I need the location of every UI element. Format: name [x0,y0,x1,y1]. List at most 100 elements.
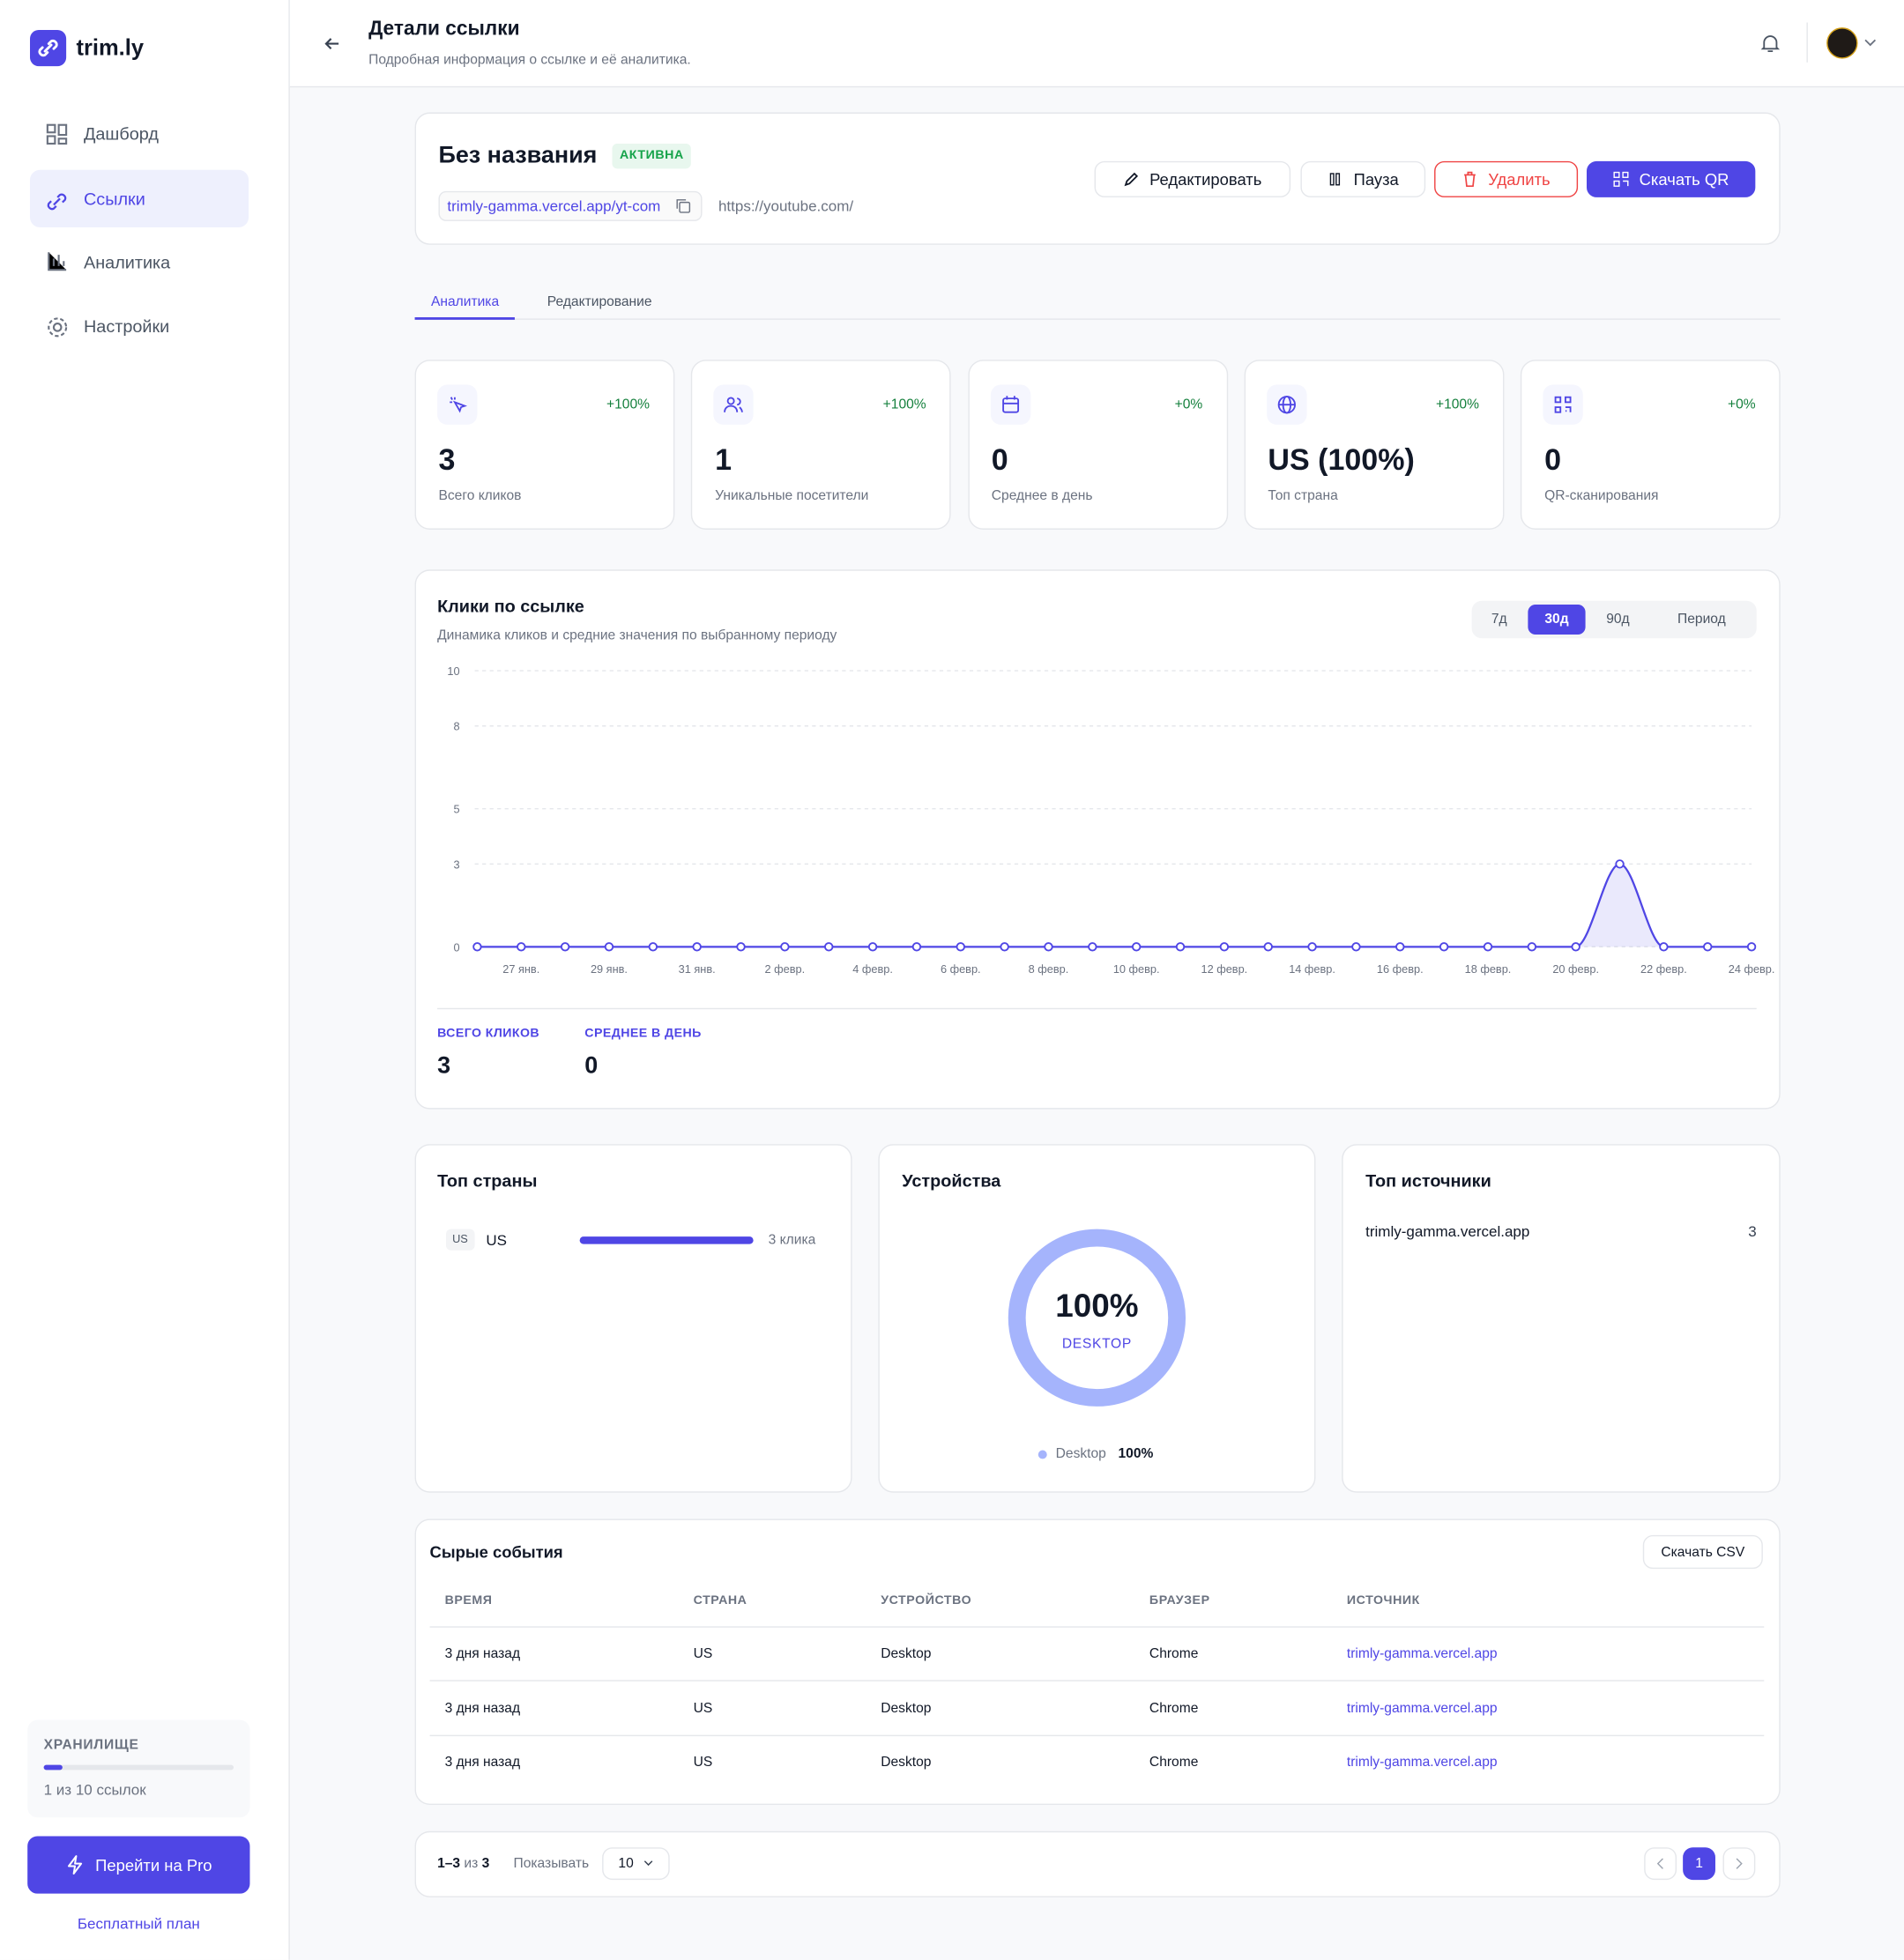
span: Скачать CSV [1661,1544,1745,1560]
path [1124,172,1139,187]
path [1566,406,1572,412]
tab[interactable]: Редактирование [547,294,652,310]
summary-value: 3 [437,1052,451,1080]
path [1623,180,1629,187]
short-url: trimly-gamma.vercel.app/yt-com [447,197,661,215]
chart: 0 3 5 8 10 27 янв. 29 янв. 31 янв. 2 февр. 4 февр… [447,664,1774,976]
nav-active [30,169,249,227]
icon [1554,396,1572,413]
nav-item[interactable]: Ссылки [83,189,145,209]
tab[interactable]: Аналитика [430,294,500,310]
download-qr-button[interactable]: Скачать QR [1587,160,1756,197]
point [1263,942,1273,952]
path [724,397,744,412]
rect [1554,396,1562,404]
span: Удалить [1488,169,1551,189]
sources-card [1342,1144,1781,1493]
column-header: БРАУЗЕР [1149,1593,1210,1608]
rect [46,123,56,134]
link-name: Без названия [438,142,598,169]
range-button[interactable]: 7д [1491,612,1507,627]
point [1351,942,1361,952]
svg [1656,1858,1663,1869]
edit-button[interactable]: Редактировать [1094,160,1291,197]
svg [1330,173,1341,186]
b: 3 [481,1856,490,1872]
notifications[interactable] [1760,33,1781,54]
prev-page[interactable] [1644,1847,1677,1881]
storage-fill [43,1764,63,1771]
icon [450,397,468,413]
divider [1806,22,1808,63]
stat-value: US (100%) [1268,443,1415,478]
stat-icon [1267,384,1307,425]
range-button[interactable]: 90д [1606,612,1630,627]
avatar[interactable] [1826,27,1858,59]
point [1307,942,1317,952]
rect [57,123,68,137]
nav-item[interactable]: Настройки [83,316,170,337]
y-tick-label: 8 [453,720,459,733]
x-tick-label: 6 февр. [941,962,981,976]
table-cell: Chrome [1149,1755,1199,1771]
point [1175,942,1186,952]
rect [1622,171,1629,178]
g [46,123,68,145]
path [324,38,339,50]
span: 10 [618,1856,634,1872]
svg [1124,172,1139,187]
row-divider [429,1626,1765,1628]
table-cell: Chrome [1149,1646,1199,1662]
path [1760,35,1781,53]
circle [52,323,63,332]
source-name: trimly-gamma.vercel.app [1365,1222,1530,1241]
x-tick-label: 31 янв. [679,962,716,976]
nav-item[interactable]: Аналитика [83,252,171,272]
nav-item[interactable]: Дашборд [83,123,159,144]
devices-card [878,1144,1316,1493]
table-cell: Chrome [1149,1700,1199,1716]
copy-button[interactable] [676,198,691,213]
span: 1 [1695,1856,1703,1872]
span: из [464,1856,479,1872]
path [38,39,58,57]
delete-button[interactable]: Удалить [1434,160,1579,197]
x-tick-label: 8 февр. [1029,962,1069,976]
range-button[interactable]: 30д [1528,604,1586,635]
path [1864,39,1877,47]
next-page[interactable] [1722,1847,1756,1881]
point [1703,942,1713,952]
row-divider [429,1734,1765,1736]
table-cell: trimly-gamma.vercel.app [1346,1646,1498,1662]
stat-icon [990,384,1030,425]
svg [1736,1858,1743,1869]
storage-track [43,1764,234,1771]
x-tick-label: 18 февр. [1465,962,1512,976]
csv-button[interactable]: Скачать CSV [1642,1534,1763,1570]
path [47,193,67,211]
storage-text: 1 из 10 ссылок [43,1781,146,1799]
range-button[interactable]: Период [1677,612,1726,627]
point [780,942,790,952]
stat-value: 0 [991,443,1008,478]
point [648,942,658,952]
back-button[interactable] [323,33,343,54]
span: Перейти на Pro [95,1855,212,1875]
path [68,1855,83,1875]
country-clicks: 3 клика [768,1232,816,1248]
stat-icon [437,384,478,425]
stat-label: QR-сканирования [1544,488,1659,504]
page-size-select[interactable]: 10 [602,1847,670,1881]
upgrade-button[interactable]: Перейти на Pro [27,1836,250,1894]
stat-value: 3 [438,443,456,478]
point [692,942,702,952]
pause-button[interactable]: Пауза [1300,160,1426,197]
path [52,255,65,266]
rect [1613,180,1620,187]
page-number[interactable]: 1 [1683,1847,1715,1881]
point [1395,942,1405,952]
point [1088,942,1097,952]
stat-change: +0% [1174,397,1203,412]
